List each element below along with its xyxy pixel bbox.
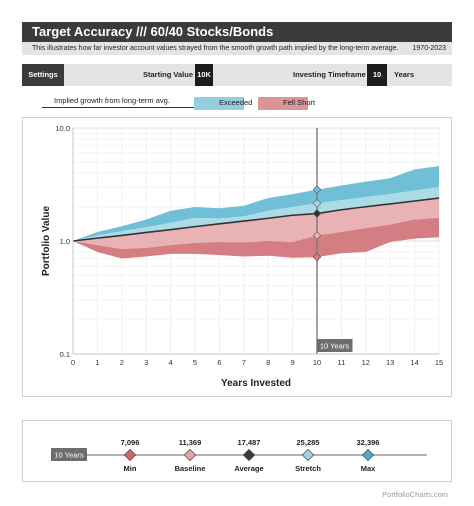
starting-value-label: Starting Value xyxy=(143,70,194,79)
legend-fell-short-label: Fell Short xyxy=(283,98,316,107)
summary-label-baseline: Baseline xyxy=(175,464,206,473)
marker-point-max xyxy=(312,185,322,194)
x-tick-label: 15 xyxy=(435,358,443,367)
summary-value-min: 7,096 xyxy=(121,438,140,447)
timeframe-marker-badge xyxy=(316,339,353,352)
starting-value-select[interactable]: 10K xyxy=(195,64,213,86)
average-line xyxy=(72,197,440,242)
footer-brand: PortfolioCharts.com xyxy=(382,490,448,499)
timeframe-marker-label: 10 Years xyxy=(320,342,349,351)
page-title: Target Accuracy /// 60/40 Stocks/Bonds xyxy=(22,22,452,42)
summary-value-max: 32,396 xyxy=(357,438,380,447)
legend-average-line xyxy=(42,107,194,108)
x-tick-label: 13 xyxy=(386,358,394,367)
summary-panel: 10 Years 7,096 Min 11,369 Baseline 17,487 Aver… xyxy=(22,420,452,482)
legend-fell-short-swatch xyxy=(258,97,308,110)
x-axis-title: Years Invested xyxy=(221,378,291,389)
timeframe-select[interactable]: 10 xyxy=(367,64,387,86)
summary-value-baseline: 11,369 xyxy=(179,438,202,447)
x-tick-label: 11 xyxy=(338,358,346,367)
marker-point-min xyxy=(312,252,322,262)
summary-label-average: Average xyxy=(234,464,263,473)
x-tick-label: 0 xyxy=(71,358,75,367)
x-tick-label: 12 xyxy=(362,358,370,367)
summary-value-average: 17,487 xyxy=(238,438,261,447)
summary-marker-average xyxy=(242,448,256,462)
timeframe-label: Investing Timeframe xyxy=(293,70,366,79)
y-axis-title: Portfolio Value xyxy=(41,206,52,276)
summary-value-stretch: 25,285 xyxy=(297,438,320,447)
summary-marker-min xyxy=(123,448,137,462)
x-tick-label: 7 xyxy=(242,358,246,367)
x-tick-label: 10 xyxy=(313,358,321,367)
area-max-to-stretch xyxy=(73,166,439,241)
y-tick-label: 0.1 xyxy=(60,350,70,359)
chart-description: This illustrates how far investor accoun… xyxy=(32,45,399,52)
area-stretch-to-average xyxy=(73,187,439,241)
area-average-to-baseline xyxy=(73,198,439,249)
area-baseline-to-min xyxy=(73,217,439,259)
settings-button[interactable]: Settings xyxy=(22,64,64,86)
legend: Implied growth from long-term avg. Excee… xyxy=(22,92,452,114)
x-tick-label: 2 xyxy=(120,358,124,367)
summary-marker-max xyxy=(361,448,375,462)
x-tick-label: 14 xyxy=(410,358,418,367)
legend-average-label: Implied growth from long-term avg. xyxy=(54,96,170,105)
marker-point-baseline xyxy=(312,231,322,240)
subtitle-bar: This illustrates how far investor accoun… xyxy=(22,42,452,55)
legend-exceeded-swatch xyxy=(194,97,244,110)
summary-svg: 10 Years 7,096 Min 11,369 Baseline 17,487 Aver… xyxy=(51,438,427,473)
date-range: 1970-2023 xyxy=(412,45,446,52)
summary-marker-stretch xyxy=(301,448,315,462)
x-tick-label: 9 xyxy=(291,358,295,367)
summary-label-stretch: Stretch xyxy=(295,464,321,473)
x-tick-label: 8 xyxy=(266,358,270,367)
x-tick-label: 4 xyxy=(169,358,173,367)
x-tick-label: 3 xyxy=(144,358,148,367)
x-tick-label: 1 xyxy=(95,358,99,367)
timeframe-unit: Years xyxy=(394,70,415,79)
x-tick-label: 6 xyxy=(217,358,221,367)
y-tick-label: 1.0 xyxy=(60,237,70,246)
summary-label-max: Max xyxy=(361,464,376,473)
summary-timeframe-badge xyxy=(51,448,87,461)
summary-timeframe-label: 10 Years xyxy=(54,451,83,460)
x-tick-label: 5 xyxy=(193,358,197,367)
y-tick-label: 10.0 xyxy=(55,124,70,133)
settings-bar: Settings Starting Value 10K Investing Ti… xyxy=(22,64,452,86)
marker-point-average xyxy=(312,209,322,218)
legend-exceeded-label: Exceeded xyxy=(219,98,253,107)
marker-point-stretch xyxy=(312,199,322,208)
summary-marker-baseline xyxy=(183,448,197,462)
chart-panel: 0.1 1.0 10.0 0 1 2 3 4 5 6 7 8 9 10 11 12 13 14 15 Years In… xyxy=(22,117,452,397)
summary-label-min: Min xyxy=(124,464,137,473)
